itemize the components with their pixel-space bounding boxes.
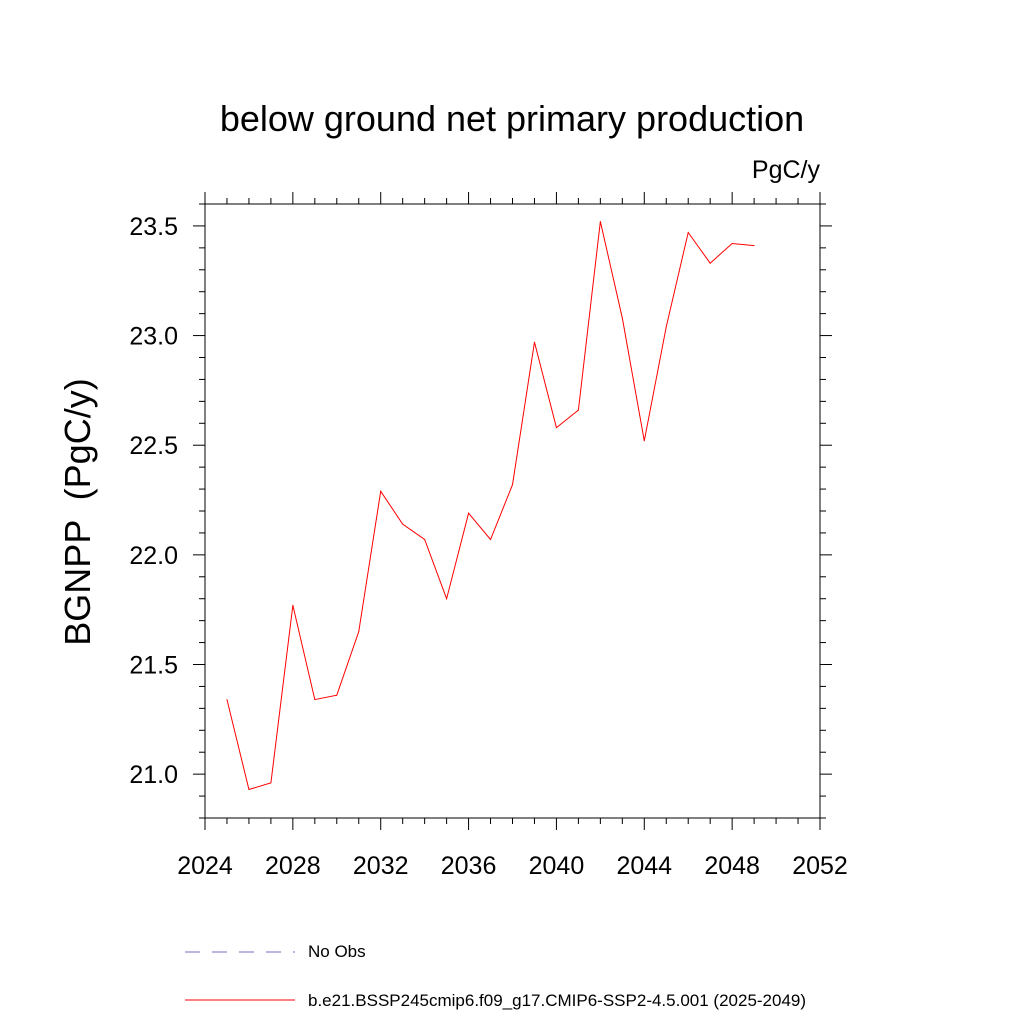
legend-label-series: b.e21.BSSP245cmip6.f09_g17.CMIP6-SSP2-4.… xyxy=(308,991,807,1010)
data-point xyxy=(446,598,448,600)
y-tick-label: 21.5 xyxy=(129,652,178,680)
data-point xyxy=(314,699,316,701)
x-tick-label: 2052 xyxy=(792,852,848,880)
data-point xyxy=(248,788,250,790)
y-tick-label: 23.5 xyxy=(129,213,178,241)
x-tick-label: 2040 xyxy=(529,852,585,880)
series-line xyxy=(226,221,755,791)
data-point xyxy=(512,484,513,486)
axis-ticks xyxy=(193,192,832,830)
y-tick-label: 23.0 xyxy=(129,323,178,351)
data-point xyxy=(226,699,228,701)
data-point xyxy=(665,326,667,328)
units-label: PgC/y xyxy=(751,156,820,184)
data-point xyxy=(599,221,601,223)
x-tick-label: 2032 xyxy=(353,852,409,880)
data-point xyxy=(621,317,623,319)
x-tick-label: 2024 xyxy=(177,852,233,880)
data-point xyxy=(490,539,492,541)
data-point xyxy=(358,631,360,633)
data-point xyxy=(468,512,470,514)
y-tick-label: 22.0 xyxy=(129,542,178,570)
tick-labels: 2024 2028 2032 2036 2040 2044 2048 2052 21.0 21.5… xyxy=(129,213,847,880)
x-tick-label: 2036 xyxy=(441,852,497,880)
chart-title: below ground net primary production xyxy=(219,98,805,139)
data-point xyxy=(424,539,426,541)
y-axis-label: BGNPP (PgC/y) xyxy=(57,378,98,646)
data-point xyxy=(687,232,689,234)
data-point xyxy=(577,409,579,411)
series-points xyxy=(226,221,755,790)
y-tick-label: 21.0 xyxy=(129,761,178,789)
x-tick-label: 2048 xyxy=(704,852,760,880)
x-tick-label: 2044 xyxy=(616,852,672,880)
data-point xyxy=(753,245,755,247)
data-point xyxy=(402,523,404,525)
data-point xyxy=(643,440,645,442)
plot-frame xyxy=(204,203,821,819)
data-point xyxy=(555,427,557,429)
data-point xyxy=(380,490,382,492)
y-tick-label: 22.5 xyxy=(129,432,178,460)
data-point xyxy=(292,604,294,606)
data-point xyxy=(731,242,733,244)
data-point xyxy=(270,782,272,784)
x-tick-label: 2028 xyxy=(265,852,321,880)
data-point xyxy=(336,694,338,696)
data-point xyxy=(533,341,535,343)
legend-label-no-obs: No Obs xyxy=(308,942,366,961)
data-point xyxy=(709,262,711,264)
